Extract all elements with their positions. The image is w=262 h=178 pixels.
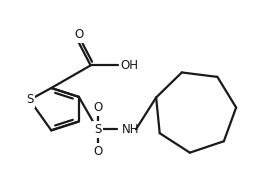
Text: S: S: [26, 93, 33, 106]
Text: O: O: [93, 101, 102, 114]
Text: S: S: [94, 123, 101, 136]
Text: O: O: [74, 28, 84, 41]
Text: OH: OH: [120, 59, 138, 72]
Text: NH: NH: [122, 123, 140, 136]
Text: O: O: [93, 145, 102, 158]
